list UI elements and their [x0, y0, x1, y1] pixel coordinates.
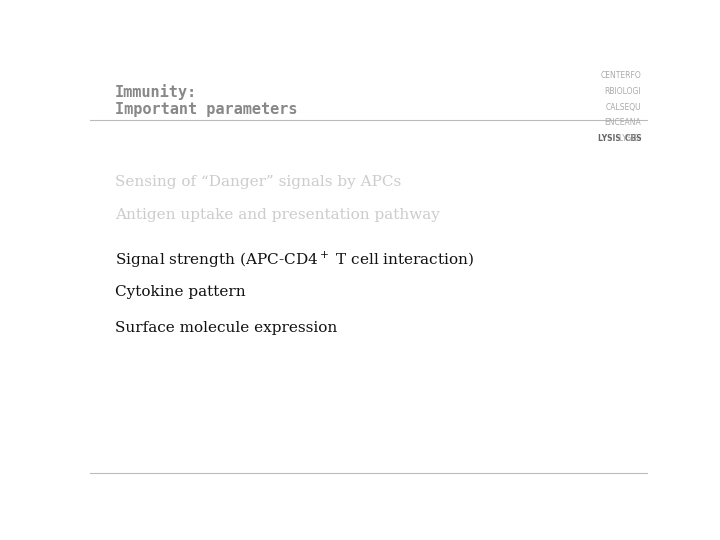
Text: CENTERFO: CENTERFO	[600, 71, 642, 80]
Text: LYSIS  CBS: LYSIS CBS	[598, 134, 642, 143]
Text: RBIOLOGI: RBIOLOGI	[605, 87, 642, 96]
Text: Cytokine pattern: Cytokine pattern	[115, 285, 246, 299]
Text: Sensing of “Danger” signals by APCs: Sensing of “Danger” signals by APCs	[115, 175, 401, 189]
Text: ENCEANA: ENCEANA	[605, 118, 642, 127]
Text: Immunity:: Immunity:	[115, 84, 197, 99]
Text: Antigen uptake and presentation pathway: Antigen uptake and presentation pathway	[115, 208, 440, 222]
Text: LYSIS: LYSIS	[619, 134, 642, 143]
Text: CALSEQU: CALSEQU	[606, 103, 642, 112]
Text: Surface molecule expression: Surface molecule expression	[115, 321, 338, 334]
Text: Important parameters: Important parameters	[115, 102, 297, 117]
Text: Signal strength (APC-CD4$^+$ T cell interaction): Signal strength (APC-CD4$^+$ T cell inte…	[115, 250, 474, 270]
